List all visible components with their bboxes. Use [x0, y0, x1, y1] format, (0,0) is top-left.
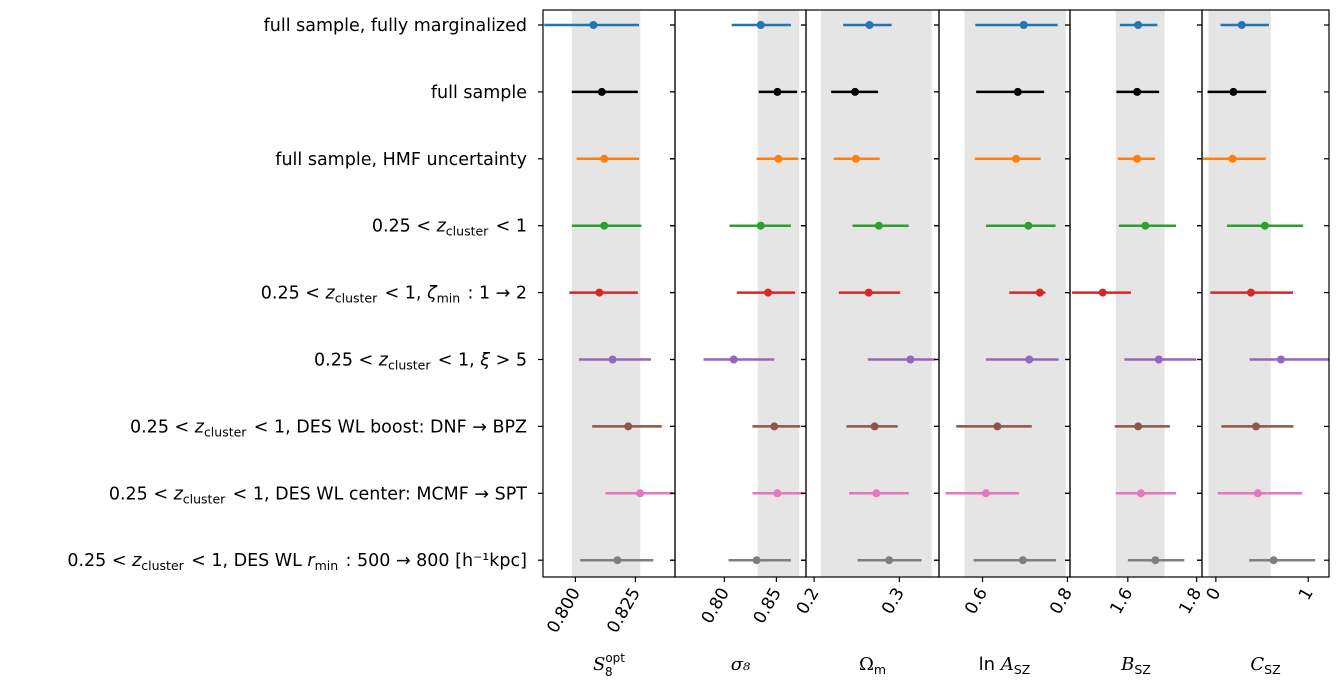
data-point	[1019, 21, 1028, 29]
data-point	[1013, 87, 1022, 96]
data-point	[636, 489, 645, 498]
data-point	[1133, 87, 1142, 96]
data-point	[1035, 288, 1044, 297]
data-point	[872, 489, 881, 498]
data-point	[1133, 154, 1142, 163]
data-point	[756, 221, 765, 230]
data-point	[1136, 489, 1145, 498]
data-point	[1237, 21, 1246, 29]
x-tick-label: 0.3	[878, 584, 909, 617]
data-point	[864, 288, 873, 297]
data-point	[870, 422, 879, 431]
parameter-label: Ωm	[859, 654, 886, 677]
data-point	[1012, 154, 1021, 163]
x-tick-label: 0.8	[1046, 584, 1077, 617]
data-point	[906, 355, 915, 364]
parameter-label: Sopt 8	[593, 651, 625, 679]
data-point	[1151, 556, 1160, 565]
data-point	[595, 288, 604, 297]
x-tick-label: 0.85	[750, 584, 786, 627]
data-point	[1154, 355, 1163, 364]
panel-frame	[1201, 9, 1330, 578]
row-label: 0.25 < zcluster < 1, ζmin : 1 → 2	[261, 284, 527, 306]
data-point	[1260, 221, 1269, 230]
x-tick-label: 0.80	[698, 584, 734, 627]
panel: 0.80 0.85 σ₈	[670, 9, 807, 675]
data-point	[770, 422, 779, 431]
row-label: 0.25 < zcluster < 1, DES WL boost: DNF →…	[130, 417, 527, 439]
data-point	[624, 422, 633, 431]
x-tick-label: 1.8	[1175, 584, 1206, 617]
data-point	[608, 355, 617, 364]
data-point	[1098, 288, 1107, 297]
parameter-label: BSZ	[1120, 654, 1151, 677]
data-point	[1025, 355, 1034, 364]
parameter-label: CSZ	[1250, 654, 1280, 677]
data-point	[600, 154, 609, 163]
panel: 1.6 1.8 BSZ	[1065, 9, 1206, 677]
row-label: full sample	[431, 83, 527, 103]
x-tick-label: 0.825	[603, 584, 645, 636]
data-point	[874, 221, 883, 230]
data-point	[1024, 221, 1033, 230]
panel: 0.6 0.8 ln ASZ	[934, 9, 1077, 677]
data-point	[993, 422, 1002, 431]
x-tick-label: 0.2	[793, 584, 824, 617]
data-point	[981, 489, 990, 498]
row-label: 0.25 < zcluster < 1	[372, 217, 527, 239]
x-tick-label: 0.800	[543, 584, 585, 636]
data-point	[613, 556, 622, 565]
data-point	[597, 87, 606, 96]
data-point	[1252, 422, 1261, 431]
panel: 0 1 CSZ	[1197, 9, 1330, 677]
data-point	[774, 154, 783, 163]
data-point	[773, 489, 782, 498]
parameter-label: ln ASZ	[979, 654, 1031, 677]
data-point	[756, 21, 765, 29]
data-point	[885, 556, 894, 565]
data-point	[764, 288, 773, 297]
data-point	[1276, 355, 1285, 364]
data-point	[1269, 556, 1278, 565]
data-point	[1141, 221, 1150, 230]
row-label: full sample, HMF uncertainty	[275, 150, 527, 170]
data-point	[1246, 288, 1255, 297]
x-tick-label: 0.6	[961, 584, 992, 617]
row-label: 0.25 < zcluster < 1, DES WL center: MCMF…	[109, 484, 527, 506]
parameter-label: σ₈	[731, 654, 751, 675]
panel: 0.2 0.3 Ωm	[793, 9, 940, 677]
row-label: 0.25 < zcluster < 1, ξ > 5	[314, 351, 527, 373]
data-point	[773, 87, 782, 96]
data-point	[752, 556, 761, 565]
row-label: 0.25 < zcluster < 1, DES WL rmin : 500 →…	[67, 551, 527, 573]
data-point	[600, 221, 609, 230]
data-point	[1134, 21, 1143, 29]
data-point	[1253, 489, 1262, 498]
data-point	[851, 154, 860, 163]
x-tick-label: 1	[1295, 584, 1318, 603]
x-tick-label: 1.6	[1106, 584, 1137, 617]
data-point	[1228, 154, 1237, 163]
data-point	[865, 21, 874, 29]
data-point	[851, 87, 860, 96]
data-point	[1134, 422, 1143, 431]
data-point	[1018, 556, 1027, 565]
data-point	[1229, 87, 1238, 96]
data-point	[589, 21, 598, 29]
panel: 0.800 0.825 Sopt 8	[538, 9, 676, 679]
row-label: full sample, fully marginalized	[264, 16, 527, 36]
x-tick-label: 0	[1203, 584, 1226, 603]
data-point	[729, 355, 738, 364]
